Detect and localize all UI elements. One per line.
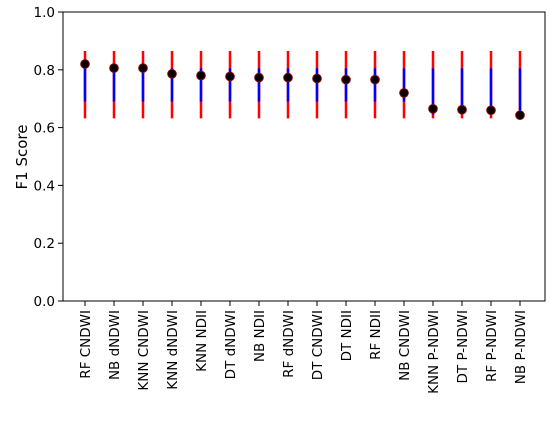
- x-tick-label: RF dNDWI: [281, 310, 297, 378]
- data-point: [341, 74, 351, 85]
- y-tick-label: 0.8: [34, 63, 55, 79]
- x-tick-label: NB NDII: [252, 310, 268, 362]
- data-point: [312, 73, 322, 84]
- x-tick-label: RF P-NDWI: [484, 310, 500, 382]
- x-tick-label: KNN CNDWI: [136, 310, 152, 391]
- data-point: [370, 74, 380, 85]
- data-point: [486, 105, 496, 116]
- data-point: [457, 104, 467, 115]
- x-tick-label: RF NDII: [368, 310, 384, 360]
- y-tick-label: 1.0: [34, 5, 55, 21]
- data-point: [283, 72, 293, 83]
- x-tick-label: DT dNDWI: [223, 310, 239, 379]
- data-point: [515, 110, 525, 120]
- x-tick-label: DT NDII: [339, 310, 355, 361]
- x-axis-ticks: RF CNDWI NB dNDWI KNN CNDWI KNN dNDWI KNN ND…: [78, 301, 529, 394]
- plot-frame: [62, 11, 546, 302]
- data-point: [167, 69, 177, 79]
- data-point: [80, 59, 90, 69]
- x-tick-label: NB CNDWI: [397, 310, 413, 381]
- x-tick-label: DT P-NDWI: [455, 310, 471, 383]
- y-axis-ticks: 0.0 0.2 0.4 0.6 0.8 1.0: [34, 5, 63, 310]
- data-markers: [80, 59, 525, 120]
- error-bars: [83, 51, 522, 119]
- x-tick-label: NB P-NDWI: [513, 310, 529, 384]
- x-tick-label: KNN NDII: [194, 310, 210, 372]
- data-point: [225, 71, 235, 82]
- y-tick-label: 0.4: [34, 178, 55, 194]
- y-axis-title: F1 Score: [13, 125, 31, 190]
- y-tick-label: 0.2: [34, 236, 55, 252]
- x-tick-label: RF CNDWI: [78, 310, 94, 379]
- data-point: [428, 104, 438, 114]
- x-tick-label: DT CNDWI: [310, 310, 326, 380]
- data-point: [399, 88, 409, 98]
- data-point: [138, 63, 148, 73]
- data-point: [196, 70, 206, 81]
- x-tick-label: KNN dNDWI: [165, 310, 181, 390]
- y-tick-label: 0.6: [34, 121, 55, 137]
- data-point: [109, 63, 119, 73]
- data-point: [254, 72, 264, 83]
- x-tick-label: NB dNDWI: [107, 310, 123, 380]
- y-tick-label: 0.0: [34, 294, 55, 310]
- x-tick-label: KNN P-NDWI: [426, 310, 442, 394]
